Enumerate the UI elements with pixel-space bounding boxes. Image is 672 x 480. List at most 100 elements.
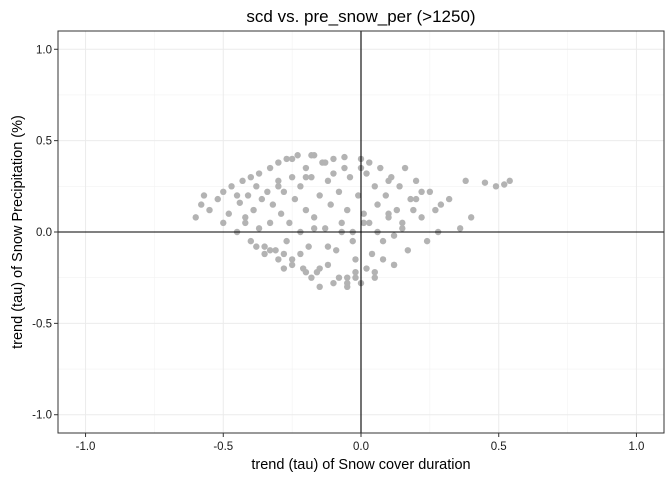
data-point bbox=[467, 214, 475, 221]
data-point bbox=[280, 188, 288, 195]
data-point bbox=[266, 219, 274, 227]
data-point bbox=[324, 261, 332, 269]
data-points bbox=[192, 152, 513, 291]
data-point bbox=[379, 256, 387, 263]
data-point bbox=[355, 192, 362, 199]
data-point bbox=[481, 179, 489, 186]
data-point bbox=[335, 274, 343, 281]
data-point bbox=[399, 219, 406, 227]
x-tick-label: 0.5 bbox=[491, 441, 507, 453]
data-point bbox=[368, 250, 376, 258]
y-axis-title: trend (tau) of Snow Precipitation (%) bbox=[10, 115, 26, 349]
data-point bbox=[305, 243, 312, 250]
data-point bbox=[297, 250, 304, 258]
data-point bbox=[283, 237, 290, 245]
data-point bbox=[310, 225, 318, 232]
data-point bbox=[283, 155, 290, 163]
data-point bbox=[198, 201, 205, 208]
data-point bbox=[316, 265, 323, 272]
data-point bbox=[377, 164, 384, 172]
data-point bbox=[352, 256, 359, 263]
data-point bbox=[277, 210, 285, 217]
data-point bbox=[302, 164, 310, 172]
data-point bbox=[242, 214, 249, 221]
data-point bbox=[247, 173, 255, 181]
data-point bbox=[242, 219, 249, 227]
data-point bbox=[346, 173, 354, 181]
data-point bbox=[445, 195, 453, 203]
data-point bbox=[291, 195, 299, 203]
data-point bbox=[266, 247, 274, 254]
data-point bbox=[280, 250, 288, 258]
data-point bbox=[253, 243, 260, 250]
data-point bbox=[423, 237, 431, 245]
data-point bbox=[275, 159, 282, 166]
y-axis-ticks: -1.0 -0.5 0.0 0.5 1.0 bbox=[32, 44, 58, 422]
data-point bbox=[220, 219, 227, 227]
data-point bbox=[401, 164, 409, 172]
data-point bbox=[360, 210, 367, 217]
data-point bbox=[418, 188, 425, 195]
data-point bbox=[225, 210, 232, 217]
data-point bbox=[349, 237, 356, 245]
data-point bbox=[250, 206, 257, 214]
data-point bbox=[341, 153, 348, 161]
data-point bbox=[432, 206, 439, 214]
data-point bbox=[272, 247, 279, 254]
data-point bbox=[333, 247, 340, 254]
data-point bbox=[308, 173, 315, 181]
reference-lines bbox=[58, 31, 664, 433]
data-point bbox=[366, 219, 373, 227]
data-point bbox=[236, 199, 243, 206]
data-point bbox=[261, 243, 268, 250]
data-point bbox=[341, 164, 348, 172]
data-point bbox=[418, 214, 425, 221]
data-point bbox=[335, 188, 343, 195]
data-point bbox=[410, 206, 417, 214]
data-point bbox=[261, 250, 268, 258]
data-point bbox=[275, 177, 282, 185]
data-point bbox=[344, 206, 351, 214]
x-tick-label: -0.5 bbox=[213, 441, 233, 453]
data-point bbox=[344, 274, 351, 281]
x-tick-label: 1.0 bbox=[628, 441, 644, 453]
data-point bbox=[371, 274, 378, 281]
data-point bbox=[228, 183, 235, 190]
data-point bbox=[310, 214, 318, 221]
data-point bbox=[412, 195, 420, 203]
data-point bbox=[371, 183, 378, 190]
data-point bbox=[327, 201, 334, 208]
data-point bbox=[501, 181, 508, 188]
data-point bbox=[286, 219, 293, 227]
y-tick-label: 1.0 bbox=[36, 44, 52, 56]
data-point bbox=[302, 269, 310, 276]
data-point bbox=[366, 159, 373, 166]
data-point bbox=[382, 192, 389, 199]
data-point bbox=[407, 195, 414, 203]
data-point bbox=[308, 274, 315, 281]
data-point bbox=[321, 159, 329, 166]
data-point bbox=[297, 183, 304, 190]
data-point bbox=[302, 173, 310, 181]
data-point bbox=[214, 195, 221, 203]
data-point bbox=[393, 206, 401, 214]
data-point bbox=[206, 206, 213, 214]
data-point bbox=[363, 170, 370, 177]
x-tick-label: -1.0 bbox=[76, 441, 96, 453]
data-point bbox=[288, 261, 296, 269]
data-point bbox=[247, 237, 255, 245]
data-point bbox=[192, 214, 199, 221]
data-point bbox=[321, 225, 329, 232]
data-point bbox=[269, 201, 277, 208]
y-tick-label: -0.5 bbox=[32, 318, 52, 330]
data-point bbox=[374, 201, 381, 208]
data-point bbox=[437, 201, 445, 208]
data-point bbox=[379, 237, 387, 245]
data-point bbox=[352, 274, 359, 281]
y-tick-label: 0.0 bbox=[36, 227, 52, 239]
x-axis-ticks: -1.0 -0.5 0.0 0.5 1.0 bbox=[76, 433, 644, 453]
data-point bbox=[360, 219, 367, 227]
data-point bbox=[324, 243, 332, 250]
data-point bbox=[363, 265, 370, 272]
data-point bbox=[266, 164, 274, 172]
